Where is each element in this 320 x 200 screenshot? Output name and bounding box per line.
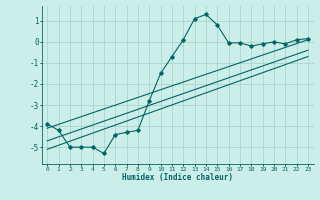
- X-axis label: Humidex (Indice chaleur): Humidex (Indice chaleur): [122, 173, 233, 182]
